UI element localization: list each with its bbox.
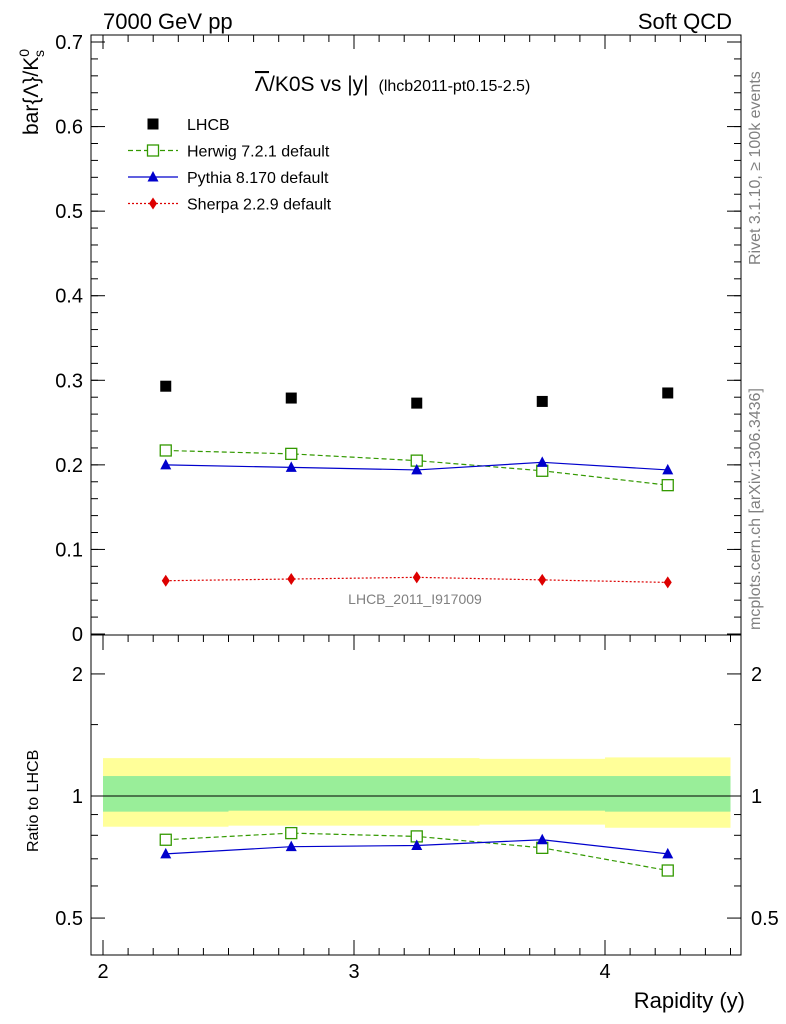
series-0 [160,380,674,409]
series-1 [159,444,674,492]
ratio-data-point [661,864,674,877]
xlabel: Rapidity (y) [634,988,745,1013]
legend-item: Pythia 8.170 default [128,170,329,187]
data-point [160,458,172,470]
data-point [159,444,172,457]
data-point [161,574,170,587]
stat-uncertainty-band [354,776,480,811]
ratio-frame [90,634,742,956]
legend-marker [146,144,160,157]
ratio-x-axis: 2 3 4 [97,635,731,983]
ratio-uncertainty-bands [103,757,731,828]
ratio-series [159,826,674,877]
data-point [662,463,674,475]
ylabel-sup: 0 [16,49,32,57]
main-ytick-label: 0.4 [55,286,83,308]
ratio-series-0 [159,826,674,877]
legend-item: Sherpa 2.2.9 default [128,197,332,214]
ratio-y-axis: 0.5 0.5 1 1 2 2 [55,664,779,930]
data-point [285,392,297,404]
main-series [159,380,674,589]
data-point [285,461,297,472]
ratio-ytick-label: 2 [72,664,83,686]
main-ylabel: bar{Λ}/K0s [16,49,47,135]
xtick-label: 4 [599,961,610,983]
ylabel-main: bar{Λ}/K [20,57,43,135]
data-point [663,576,672,589]
ratio-ytick-label-right: 0.5 [751,908,779,930]
ratio-data-point [160,847,172,859]
ratio-ytick-label: 0.5 [55,908,83,930]
analysis-watermark: LHCB_2011_I917009 [348,591,482,607]
legend-label: Sherpa 2.2.9 default [187,197,332,214]
title-rest: /K0S vs |y| [269,73,369,96]
data-point [536,456,548,467]
header-right: Soft QCD [638,9,732,34]
ratio-data-point [662,847,674,859]
stat-uncertainty-band [228,776,354,811]
data-point [285,447,298,461]
data-point [411,463,423,475]
ratio-ylabel: Ratio to LHCB [25,750,42,852]
legend-marker [147,118,159,130]
main-ytick-label: 0.6 [55,117,83,139]
ratio-series-1 [160,833,674,859]
ratio-data-point [411,839,423,850]
data-point [536,464,549,477]
series-2 [160,456,674,475]
legend-item: Herwig 7.2.1 default [128,144,330,161]
legend-label: LHCB [187,117,230,134]
main-y-axis: 0 0.1 0.2 0.3 0.4 0.5 0.6 0.7 [55,32,741,646]
ratio-data-point [536,833,548,845]
legend-label: Herwig 7.2.1 default [187,144,330,161]
series-3 [161,571,672,589]
stat-uncertainty-band [103,776,229,812]
xtick-label: 3 [348,961,359,983]
main-ytick-label: 0.2 [55,455,83,477]
xtick-label: 2 [97,961,108,983]
ylabel-sub: s [31,50,47,57]
title-sub: (lhcb2011-pt0.15-2.5) [378,78,530,95]
ratio-data-point [159,833,172,846]
data-point [411,397,423,409]
data-point [287,573,296,586]
header-left: 7000 GeV pp [103,9,233,34]
legend-item: LHCB [147,117,230,134]
legend-label: Pythia 8.170 default [187,170,329,187]
main-ytick-label: 0 [72,624,83,646]
data-point [538,573,547,586]
main-ytick-label: 0.5 [55,201,83,223]
chart-title: Λ/K0S vs |y| (lhcb2011-pt0.15-2.5) [255,73,530,96]
data-point [662,387,674,399]
data-point [536,395,548,407]
main-ytick-label: 0.3 [55,370,83,392]
ratio-data-point [285,826,298,840]
stat-uncertainty-band [605,776,731,812]
legend-marker [147,171,159,182]
main-ytick-label: 0.7 [55,32,83,54]
ratio-ytick-label: 1 [72,786,83,808]
ratio-ytick-label-right: 2 [751,664,762,686]
legend: LHCB Herwig 7.2.1 default Pythia 8.170 def… [128,117,332,214]
source-label: mcplots.cern.ch [arXiv:1306.3436] [747,388,764,630]
data-point [160,380,172,392]
data-point [661,479,674,492]
stat-uncertainty-band [479,776,605,811]
data-point [412,571,421,584]
main-ytick-label: 0.1 [55,539,83,561]
legend-marker [149,197,157,210]
ratio-ytick-label-right: 1 [751,786,762,808]
main-panel: 0 0.1 0.2 0.3 0.4 0.5 0.6 0.7 Λ/K0S vs |y| (lhc… [16,32,742,646]
ratio-panel: 0.5 0.5 1 1 2 2 2 3 4 Ratio to LHCB Rapidity (y… [25,634,779,1013]
rivet-label: Rivet 3.1.10, ≥ 100k events [747,71,764,265]
ratio-data-point [285,840,297,852]
title-overline-symbol: Λ [255,73,269,96]
